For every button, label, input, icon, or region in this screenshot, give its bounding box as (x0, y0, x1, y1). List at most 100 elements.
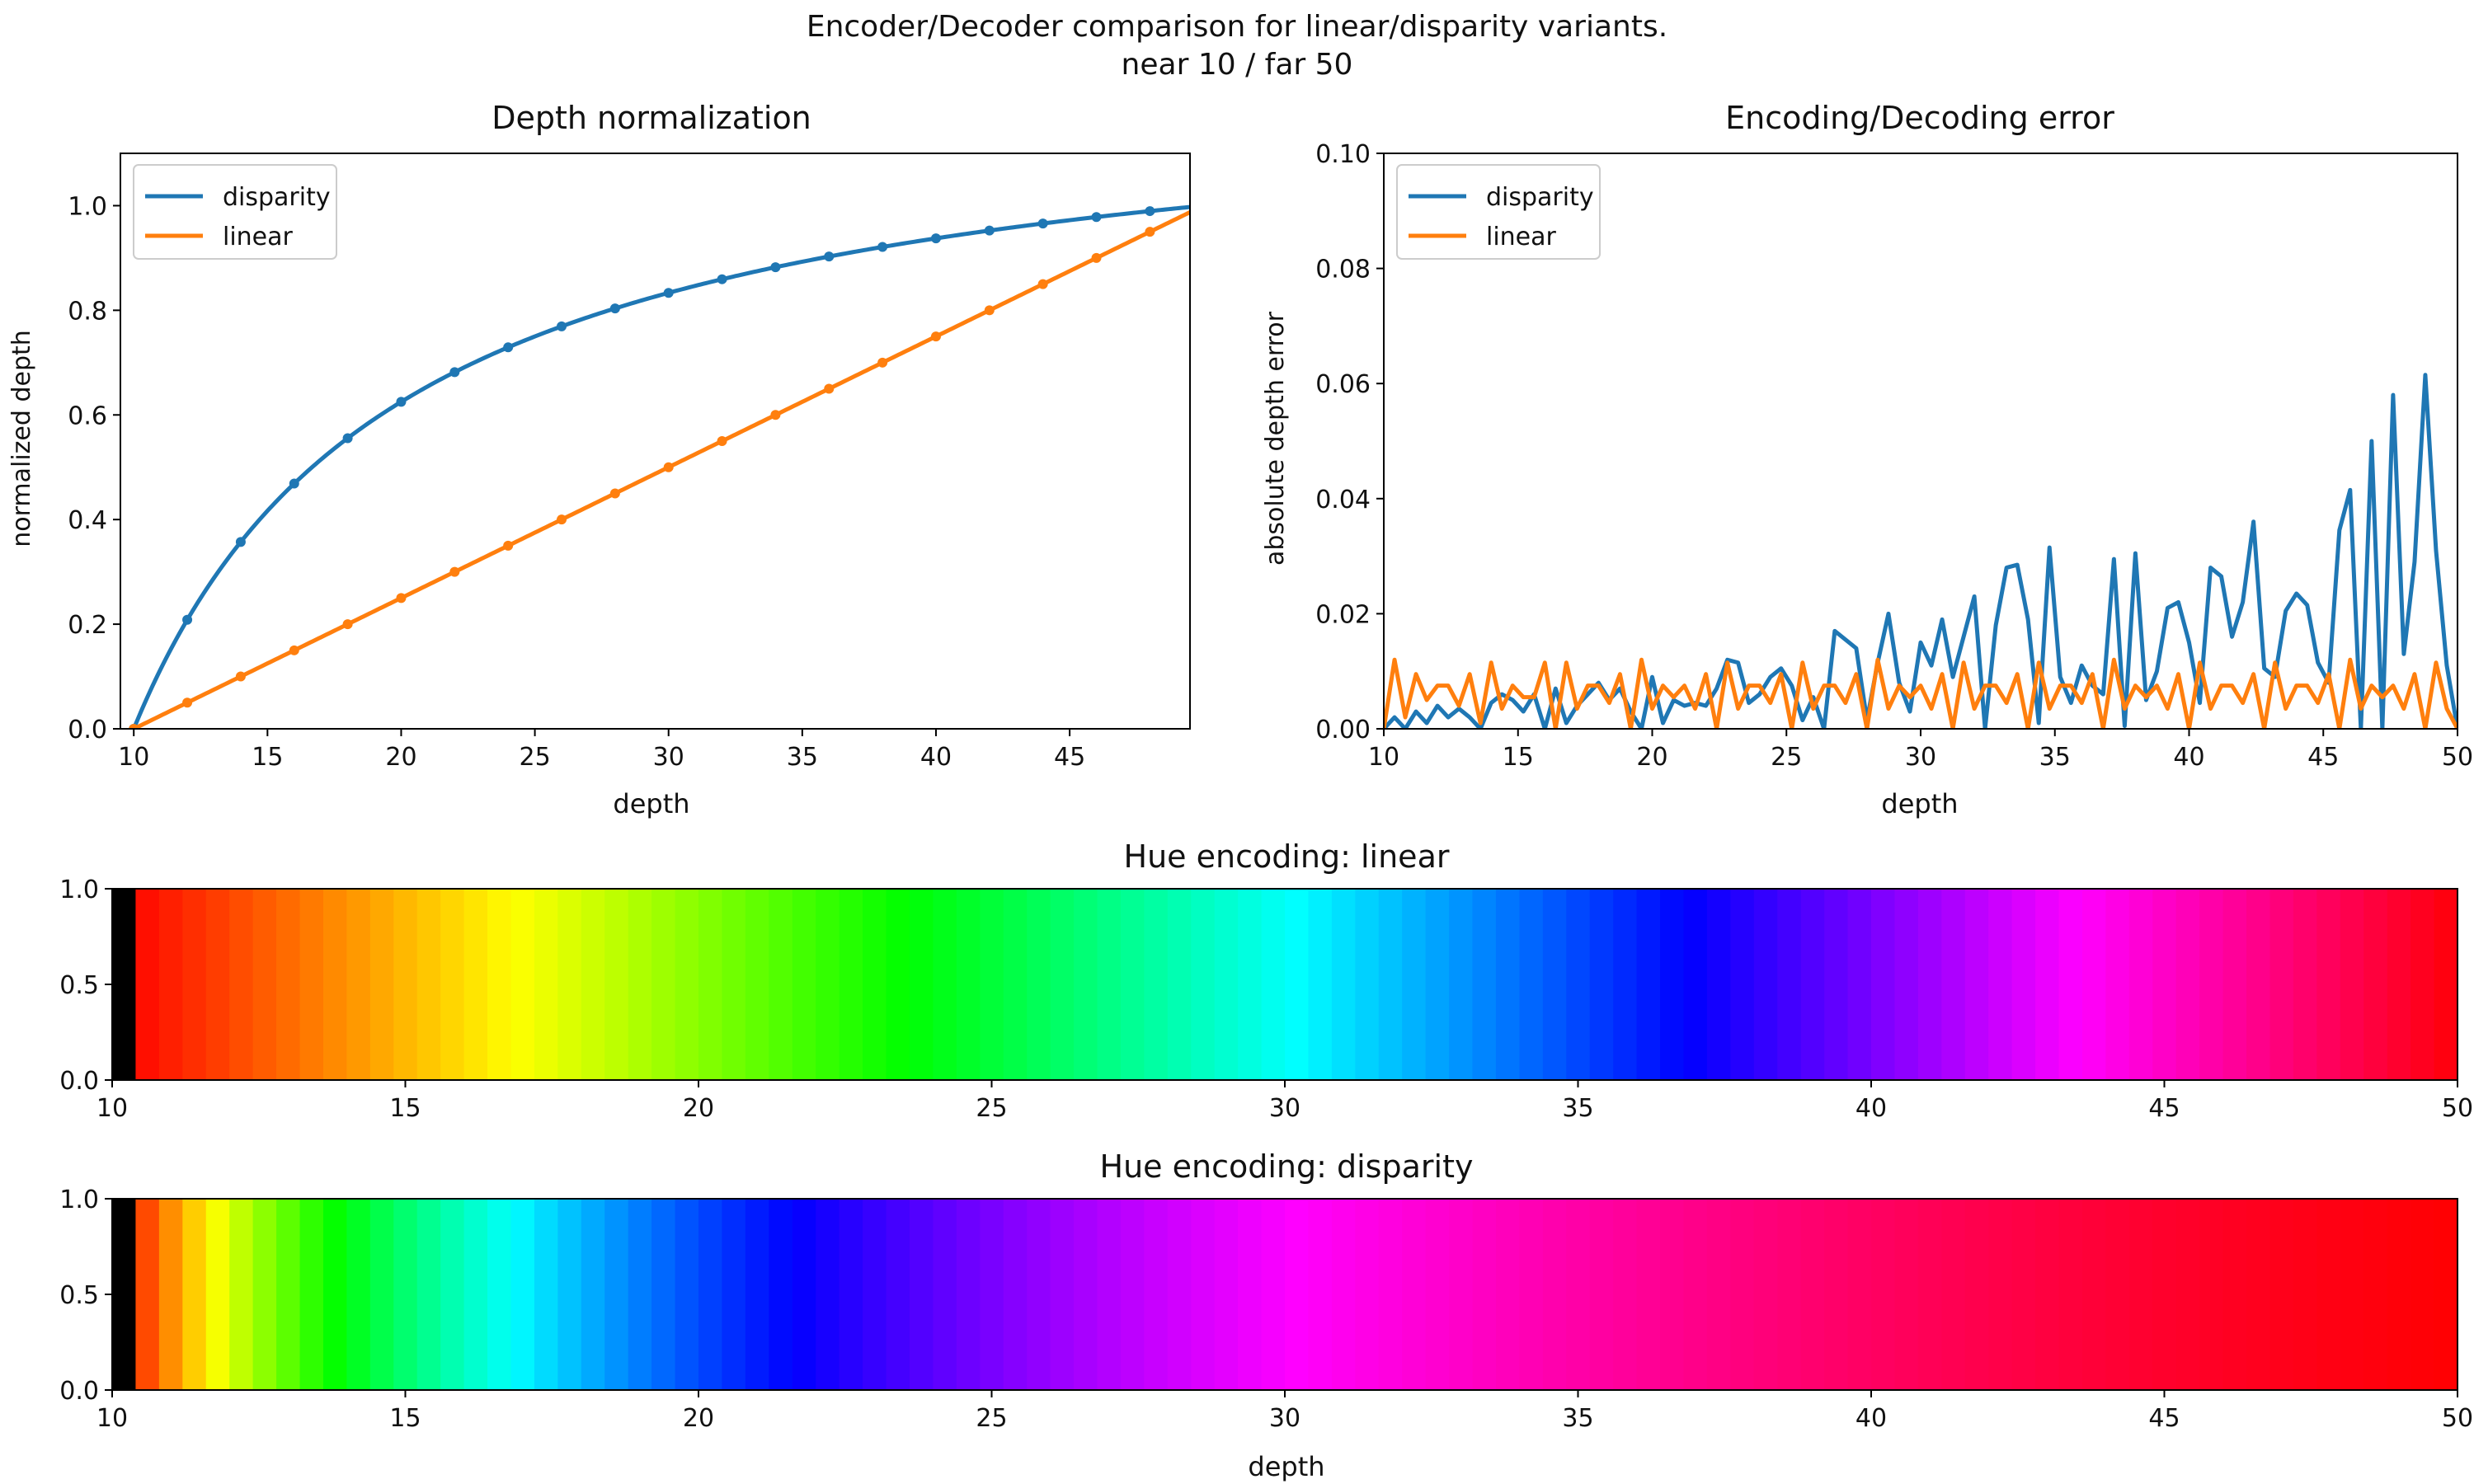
hue-linear-title: Hue encoding: linear (1124, 838, 1450, 875)
hue-linear-cell (1730, 889, 1755, 1080)
hue-disparity-cell (628, 1199, 652, 1390)
hue-linear-cell (1847, 889, 1872, 1080)
normalization-point-disparity (235, 537, 246, 547)
hue-disparity-cell (1917, 1199, 1942, 1390)
hue-disparity-cell (1238, 1199, 1263, 1390)
hue-linear-cell (698, 889, 723, 1080)
figure-title-line1: Encoder/Decoder comparison for linear/di… (807, 10, 1667, 44)
encoding-error-ytick-label: 0.08 (1315, 256, 1371, 284)
depth-normalization-panel: Depth normalization 10 15 20 25 30 35 40 45 0.0 0… (7, 100, 1191, 819)
hue-disparity-cell (1730, 1199, 1755, 1390)
encoding-error-legend-label-disparity: disparity (1486, 183, 1594, 212)
normalization-point-linear (877, 357, 888, 368)
depth-normalization-ytick-label: 0.8 (68, 297, 107, 326)
hue-linear-cell (1894, 889, 1919, 1080)
hue-linear-cell (1097, 889, 1122, 1080)
hue-linear-cell (1355, 889, 1380, 1080)
hue-linear-cell (1027, 889, 1051, 1080)
hue-linear-xtick-label: 15 (389, 1094, 421, 1123)
hue-linear-cell (2316, 889, 2341, 1080)
encoding-error-title: Encoding/Decoding error (1725, 100, 2114, 136)
hue-linear-xtick-label: 45 (2148, 1094, 2180, 1123)
normalization-point-disparity (824, 251, 835, 262)
hue-disparity-cell (205, 1199, 230, 1390)
hue-linear-ytick-label: 1.0 (59, 876, 99, 904)
hue-disparity-cell (2340, 1199, 2364, 1390)
encoding-error-xtick-label: 35 (2039, 743, 2071, 772)
hue-disparity-ytick-label: 0.5 (59, 1281, 99, 1310)
hue-linear-cell (675, 889, 699, 1080)
hue-disparity-cell (2293, 1199, 2317, 1390)
hue-linear-cell (1331, 889, 1356, 1080)
hue-disparity-cell (2081, 1199, 2106, 1390)
hue-disparity-cell (1449, 1199, 1474, 1390)
hue-linear-cell (1917, 889, 1942, 1080)
hue-disparity-cell (2058, 1199, 2083, 1390)
depth-normalization-xtick-label: 45 (1054, 743, 1085, 772)
hue-disparity-cell (1378, 1199, 1403, 1390)
hue-linear-cell (1050, 889, 1075, 1080)
hue-disparity-cell (1425, 1199, 1450, 1390)
hue-disparity-cell (1871, 1199, 1896, 1390)
hue-linear-cell (1777, 889, 1802, 1080)
hue-disparity-cell (1402, 1199, 1427, 1390)
hue-disparity-cell (322, 1199, 347, 1390)
hue-disparity-cell (2222, 1199, 2247, 1390)
normalization-point-disparity (1145, 206, 1155, 217)
encoding-error-xtick-label: 30 (1905, 743, 1936, 772)
hue-linear-xtick-label: 50 (2442, 1094, 2473, 1123)
depth-normalization-ytick-label: 0.2 (68, 611, 107, 640)
normalization-point-linear (342, 619, 353, 630)
hue-disparity-cell (1988, 1199, 2013, 1390)
hue-disparity-cell (510, 1199, 535, 1390)
hue-disparity-cell (2387, 1199, 2411, 1390)
hue-linear-cell (1074, 889, 1098, 1080)
normalization-point-disparity (557, 321, 567, 331)
hue-disparity-cell (933, 1199, 957, 1390)
hue-linear-cell (816, 889, 840, 1080)
hue-linear-cell (2363, 889, 2388, 1080)
hue-linear-cell (651, 889, 676, 1080)
hue-disparity-panel: Hue encoding: disparity 10 15 20 25 30 35 40 45… (59, 1148, 2473, 1482)
normalization-point-linear (1037, 279, 1048, 289)
hue-linear-cell (1425, 889, 1450, 1080)
hue-linear-cell (604, 889, 629, 1080)
hue-disparity-cell (581, 1199, 605, 1390)
hue-disparity-cell (1706, 1199, 1731, 1390)
depth-normalization-legend-label-linear: linear (223, 223, 294, 251)
hue-linear-cell (1472, 889, 1497, 1080)
hue-disparity-cell (816, 1199, 840, 1390)
hue-linear-cell (135, 889, 160, 1080)
hue-linear-cell (1238, 889, 1263, 1080)
hue-linear-cell (1941, 889, 1966, 1080)
hue-linear-cell (1636, 889, 1661, 1080)
hue-disparity-cell (135, 1199, 160, 1390)
hue-disparity-cell (1331, 1199, 1356, 1390)
hue-linear-cell (2387, 889, 2411, 1080)
hue-disparity-cell (1120, 1199, 1145, 1390)
depth-normalization-xtick-label: 40 (920, 743, 952, 772)
hue-disparity-xlabel: depth (1248, 1451, 1324, 1482)
depth-normalization-xtick-label: 35 (787, 743, 818, 772)
normalization-point-linear (717, 436, 727, 446)
hue-linear-cell (1683, 889, 1708, 1080)
hue-disparity-cell (1472, 1199, 1497, 1390)
hue-disparity-cell (1847, 1199, 1872, 1390)
hue-linear-cell (1753, 889, 1778, 1080)
hue-disparity-cell (722, 1199, 746, 1390)
normalization-point-disparity (1091, 212, 1102, 223)
hue-linear-cell (276, 889, 301, 1080)
hue-linear-cell (745, 889, 769, 1080)
normalization-point-disparity (449, 367, 460, 378)
hue-linear-cell (1214, 889, 1239, 1080)
hue-disparity-cell (1027, 1199, 1051, 1390)
normalization-point-disparity (1037, 218, 1048, 229)
hue-disparity-cell (299, 1199, 324, 1390)
hue-disparity-cell (1683, 1199, 1708, 1390)
hue-linear-cell (322, 889, 347, 1080)
hue-linear-cell (1988, 889, 2013, 1080)
hue-disparity-cell (1894, 1199, 1919, 1390)
hue-disparity-cell (1167, 1199, 1192, 1390)
hue-linear-cell (252, 889, 277, 1080)
normalization-point-linear (503, 540, 514, 551)
